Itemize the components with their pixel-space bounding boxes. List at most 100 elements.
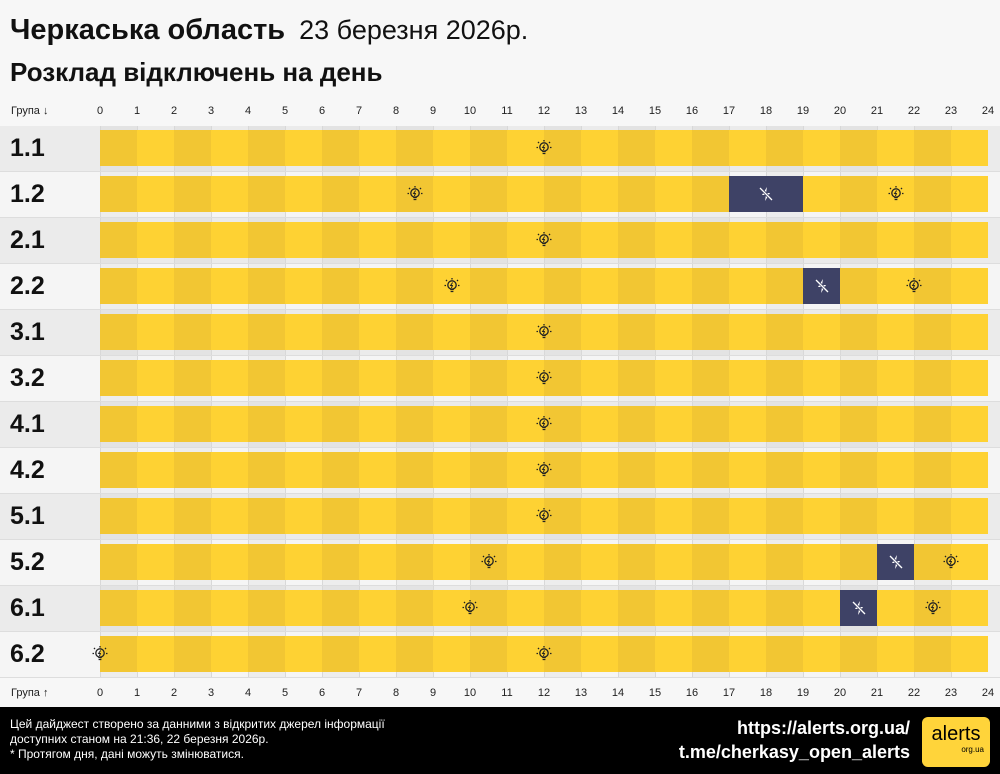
power-hour[interactable] <box>507 590 544 626</box>
power-hour[interactable] <box>248 314 285 350</box>
power-hour[interactable] <box>322 314 359 350</box>
power-hour[interactable] <box>655 268 692 304</box>
power-hour[interactable] <box>359 590 396 626</box>
power-hour[interactable] <box>396 222 433 258</box>
power-hour[interactable] <box>618 176 655 212</box>
power-hour[interactable] <box>211 314 248 350</box>
power-hour[interactable] <box>803 176 840 212</box>
power-hour[interactable] <box>137 130 174 166</box>
power-hour[interactable] <box>359 268 396 304</box>
power-hour[interactable] <box>100 452 137 488</box>
power-hour[interactable] <box>174 406 211 442</box>
power-hour[interactable] <box>692 590 729 626</box>
power-hour[interactable] <box>248 590 285 626</box>
power-hour[interactable] <box>951 452 988 488</box>
power-hour[interactable] <box>581 314 618 350</box>
website-link[interactable]: https://alerts.org.ua/ <box>736 718 910 738</box>
power-hour[interactable] <box>544 176 581 212</box>
power-hour[interactable] <box>322 360 359 396</box>
power-hour[interactable] <box>618 544 655 580</box>
power-hour[interactable] <box>581 222 618 258</box>
power-hour[interactable] <box>655 452 692 488</box>
power-hour[interactable] <box>618 498 655 534</box>
power-hour[interactable] <box>840 222 877 258</box>
power-hour[interactable] <box>692 406 729 442</box>
power-hour[interactable] <box>211 130 248 166</box>
power-hour[interactable] <box>803 544 840 580</box>
power-hour[interactable] <box>137 268 174 304</box>
power-hour[interactable] <box>618 452 655 488</box>
power-hour[interactable] <box>803 360 840 396</box>
power-hour[interactable] <box>692 636 729 672</box>
power-hour[interactable] <box>211 268 248 304</box>
power-hour[interactable] <box>174 314 211 350</box>
power-hour[interactable] <box>766 360 803 396</box>
power-hour[interactable] <box>100 544 137 580</box>
outage-hour[interactable] <box>766 176 803 212</box>
power-hour[interactable] <box>729 406 766 442</box>
power-hour[interactable] <box>285 452 322 488</box>
outage-hour[interactable] <box>729 176 766 212</box>
power-hour[interactable] <box>581 590 618 626</box>
power-hour[interactable] <box>655 314 692 350</box>
power-hour[interactable] <box>507 268 544 304</box>
power-hour[interactable] <box>655 222 692 258</box>
power-hour[interactable] <box>396 544 433 580</box>
power-hour[interactable] <box>877 222 914 258</box>
power-hour[interactable] <box>433 130 470 166</box>
power-hour[interactable] <box>433 222 470 258</box>
power-hour[interactable] <box>248 268 285 304</box>
power-hour[interactable] <box>544 590 581 626</box>
power-hour[interactable] <box>285 498 322 534</box>
power-hour[interactable] <box>174 222 211 258</box>
power-hour[interactable] <box>322 590 359 626</box>
power-hour[interactable] <box>100 406 137 442</box>
power-hour[interactable] <box>174 268 211 304</box>
power-hour[interactable] <box>766 498 803 534</box>
power-hour[interactable] <box>211 590 248 626</box>
power-hour[interactable] <box>248 498 285 534</box>
power-hour[interactable] <box>137 544 174 580</box>
power-hour[interactable] <box>692 314 729 350</box>
power-hour[interactable] <box>359 222 396 258</box>
power-hour[interactable] <box>655 590 692 626</box>
power-hour[interactable] <box>655 406 692 442</box>
power-hour[interactable] <box>470 360 507 396</box>
power-hour[interactable] <box>914 360 951 396</box>
power-hour[interactable] <box>581 268 618 304</box>
power-hour[interactable] <box>581 636 618 672</box>
power-hour[interactable] <box>359 498 396 534</box>
power-hour[interactable] <box>100 590 137 626</box>
power-hour[interactable] <box>396 636 433 672</box>
power-hour[interactable] <box>914 452 951 488</box>
power-hour[interactable] <box>692 130 729 166</box>
power-hour[interactable] <box>840 268 877 304</box>
power-hour[interactable] <box>729 130 766 166</box>
power-hour[interactable] <box>766 268 803 304</box>
power-hour[interactable] <box>248 176 285 212</box>
power-hour[interactable] <box>396 590 433 626</box>
power-hour[interactable] <box>766 130 803 166</box>
power-hour[interactable] <box>729 314 766 350</box>
power-hour[interactable] <box>137 590 174 626</box>
power-hour[interactable] <box>581 176 618 212</box>
power-hour[interactable] <box>840 636 877 672</box>
power-hour[interactable] <box>211 544 248 580</box>
power-hour[interactable] <box>174 130 211 166</box>
power-hour[interactable] <box>766 636 803 672</box>
power-hour[interactable] <box>211 406 248 442</box>
power-hour[interactable] <box>100 360 137 396</box>
power-hour[interactable] <box>914 314 951 350</box>
power-hour[interactable] <box>211 360 248 396</box>
power-hour[interactable] <box>803 498 840 534</box>
power-hour[interactable] <box>359 130 396 166</box>
power-hour[interactable] <box>396 406 433 442</box>
power-hour[interactable] <box>433 406 470 442</box>
power-hour[interactable] <box>507 176 544 212</box>
group-sort-label[interactable]: Група ↑ <box>11 687 49 699</box>
power-hour[interactable] <box>655 544 692 580</box>
power-hour[interactable] <box>618 360 655 396</box>
power-hour[interactable] <box>248 544 285 580</box>
power-hour[interactable] <box>470 176 507 212</box>
power-hour[interactable] <box>692 176 729 212</box>
